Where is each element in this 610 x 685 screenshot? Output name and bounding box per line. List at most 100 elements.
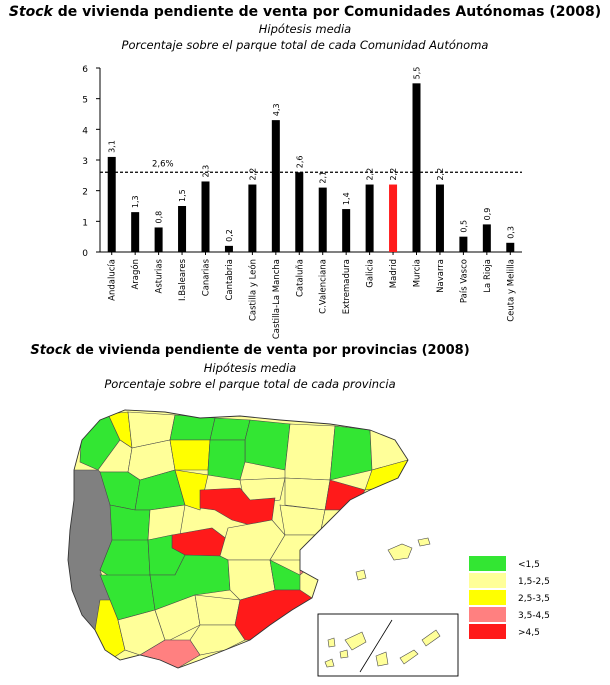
bar xyxy=(295,172,304,252)
category-label: Aragón xyxy=(130,259,141,290)
province-salamanca xyxy=(109,504,151,546)
province-granada xyxy=(189,624,246,656)
bar xyxy=(412,83,421,252)
bar-value-label: 2,2 xyxy=(436,168,445,181)
legend-swatch xyxy=(469,624,506,639)
bar xyxy=(389,184,398,252)
province-palencia-burgos xyxy=(169,439,211,471)
bar xyxy=(506,242,515,252)
bar xyxy=(107,156,116,252)
province-pais-vasco xyxy=(209,417,251,441)
category-label: Castilla-La Mancha xyxy=(272,259,282,339)
bar-value-label: 2,6 xyxy=(295,156,304,169)
bar-value-label: 2,3 xyxy=(202,165,211,178)
category-label: I.Baleares xyxy=(178,258,188,301)
y-tick-label: 3 xyxy=(82,157,88,167)
category-label: Murcia xyxy=(413,259,423,287)
legend-label: 2,5-3,5 xyxy=(518,594,550,604)
map-title: Stock de vivienda pendiente de venta por… xyxy=(0,343,555,358)
bar-chart-subtitle: Hipótesis media xyxy=(258,22,352,36)
bar-chart-title-rest: de vivienda pendiente de venta por Comun… xyxy=(52,4,602,20)
canary-inset-divider xyxy=(359,619,393,673)
category-label: Andalucía xyxy=(108,259,118,301)
bar-value-label: 1,4 xyxy=(342,192,351,205)
bar xyxy=(318,187,327,252)
bar-chart: 0 1 2 3 4 5 6 3,1 Andalucía 1,3 Aragón 0,8 Asturias 1… xyxy=(82,65,522,339)
province-cantabria xyxy=(169,414,216,441)
legend-swatch xyxy=(469,607,506,622)
legend-label: >4,5 xyxy=(518,628,540,638)
bar xyxy=(482,224,491,252)
bar xyxy=(201,181,210,252)
bar xyxy=(224,245,233,252)
bar-value-label: 1,5 xyxy=(178,189,187,202)
bar-value-label: 5,5 xyxy=(413,67,422,80)
province-navarra xyxy=(244,419,291,471)
island-el-hierro xyxy=(324,658,335,668)
y-tick-label: 2 xyxy=(82,188,88,198)
island-la-gomera xyxy=(339,649,349,659)
category-label: Castilla y León xyxy=(247,259,258,321)
bar xyxy=(459,236,468,252)
bar-value-label: 0,5 xyxy=(459,220,468,233)
province-cordoba xyxy=(154,594,201,641)
category-label: La Rioja xyxy=(483,259,493,293)
category-label: Extremadura xyxy=(342,259,352,314)
category-label: Navarra xyxy=(436,259,446,293)
bar xyxy=(271,120,280,252)
bar xyxy=(365,184,374,252)
province-huesca xyxy=(284,423,336,481)
bar-value-label: 2,2 xyxy=(248,168,257,181)
island-fuerteventura xyxy=(399,649,419,665)
reference-line-label: 2,6% xyxy=(152,159,174,169)
bar-value-label: 4,3 xyxy=(272,103,281,116)
category-label: Asturias xyxy=(155,258,165,293)
legend-swatch xyxy=(469,556,506,571)
category-label: Madrid xyxy=(389,259,399,288)
bar-value-label: 0,3 xyxy=(506,226,515,239)
category-label: Cataluña xyxy=(295,259,305,297)
bar-value-label: 0,9 xyxy=(483,208,492,221)
legend-label: 1,5-2,5 xyxy=(518,577,550,587)
y-tick-label: 6 xyxy=(82,65,88,75)
y-tick-label: 1 xyxy=(82,218,88,228)
map-legend: <1,5 1,5-2,5 2,5-3,5 3,5-4,5 >4,5 xyxy=(469,556,550,639)
legend-swatch xyxy=(469,573,506,588)
bar xyxy=(342,209,351,252)
legend-label: 3,5-4,5 xyxy=(518,611,550,621)
bar-value-label: 0,2 xyxy=(225,229,234,242)
island-menorca xyxy=(417,537,431,547)
bar-chart-title: Stock de vivienda pendiente de venta por… xyxy=(0,4,610,20)
island-ibiza xyxy=(355,569,367,581)
province-jaen xyxy=(194,594,241,626)
bar-value-label: 2,1 xyxy=(319,171,328,184)
island-la-palma xyxy=(327,637,336,648)
province-burgos xyxy=(207,439,246,481)
province-zaragoza xyxy=(284,477,331,511)
y-tick-label: 4 xyxy=(82,126,88,136)
legend-swatch xyxy=(469,590,506,605)
map-outline xyxy=(67,409,409,669)
bar xyxy=(131,212,140,252)
category-label: Galicia xyxy=(366,259,376,288)
bar-chart-title-stock: Stock xyxy=(8,4,53,20)
bar-value-label: 1,3 xyxy=(131,195,140,208)
category-label: Canarias xyxy=(202,258,212,296)
y-tick-label: 0 xyxy=(82,249,88,259)
category-label: País Vasco xyxy=(459,259,469,303)
category-label: Cantabria xyxy=(225,259,235,301)
bar-chart-subtitle2: Porcentaje sobre el parque total de cada… xyxy=(121,38,489,52)
bar-value-label: 3,1 xyxy=(108,140,117,153)
province-teruel xyxy=(279,504,326,536)
map-title-stock: Stock xyxy=(30,343,72,358)
island-tenerife xyxy=(344,631,367,651)
bar xyxy=(435,184,444,252)
bar-value-label: 2,2 xyxy=(366,168,375,181)
map-subtitle: Hipótesis media xyxy=(203,361,297,375)
bar-value-label: 0,8 xyxy=(155,211,164,224)
category-label: C.Valenciana xyxy=(319,259,329,314)
bar xyxy=(154,227,163,252)
bar xyxy=(248,184,257,252)
bar-value-label: 2,2 xyxy=(389,168,398,181)
